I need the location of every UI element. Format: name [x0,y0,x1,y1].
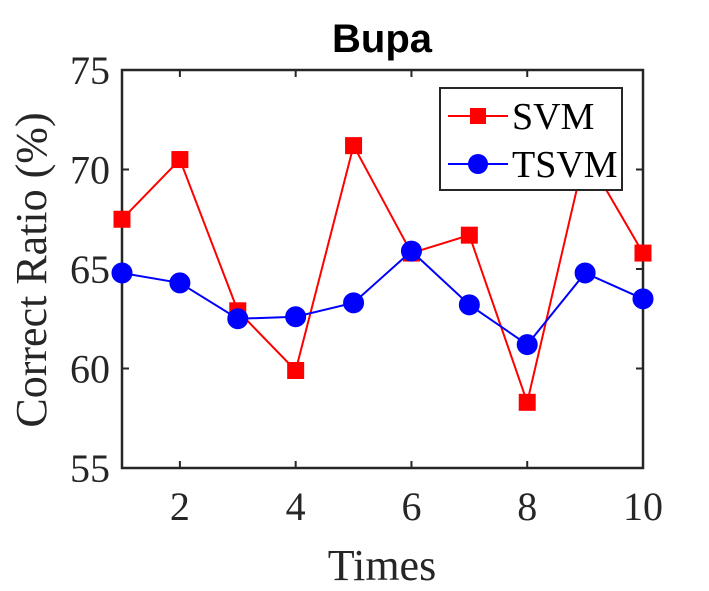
x-tick-label: 6 [401,484,421,529]
data-point-svm [287,361,305,379]
data-point-tsvm [285,306,307,328]
x-tick-label: 10 [623,484,663,529]
legend-label-svm: SVM [512,96,594,138]
series-line-tsvm [121,249,644,346]
x-tick-label: 2 [170,484,190,529]
data-point-tsvm [227,308,249,330]
legend: SVM TSVM [439,87,623,191]
data-point-tsvm [343,292,365,314]
y-tick-label: 75 [70,48,110,93]
data-point-tsvm [400,240,422,262]
data-point-svm [460,226,478,244]
data-point-tsvm [516,334,538,356]
plot-area: 2 4 6 8 10 55 60 65 70 75 SVM TSVM [70,48,663,529]
legend-label-tsvm: TSVM [512,144,618,186]
data-point-svm [345,137,363,155]
y-tick-label: 55 [70,446,110,491]
data-point-tsvm [632,288,654,310]
legend-marker-tsvm [468,154,488,174]
y-tick-label: 65 [70,247,110,292]
data-point-svm [634,244,652,262]
data-point-tsvm [169,272,191,294]
data-point-tsvm [574,262,596,284]
chart-title: Bupa [332,17,433,61]
data-point-svm [171,151,189,169]
x-axis-label: Times [328,541,436,590]
y-tick-label: 60 [70,347,110,392]
data-point-svm [518,393,536,411]
y-tick-label: 70 [70,148,110,193]
series-line-svm [121,142,644,406]
x-tick-label: 4 [286,484,306,529]
data-point-svm [113,210,131,228]
x-tick-label: 8 [517,484,537,529]
data-point-tsvm [111,262,133,284]
y-axis-label: Correct Ratio (%) [7,112,56,427]
data-point-tsvm [458,294,480,316]
legend-box [439,87,623,191]
legend-marker-svm [470,108,486,124]
